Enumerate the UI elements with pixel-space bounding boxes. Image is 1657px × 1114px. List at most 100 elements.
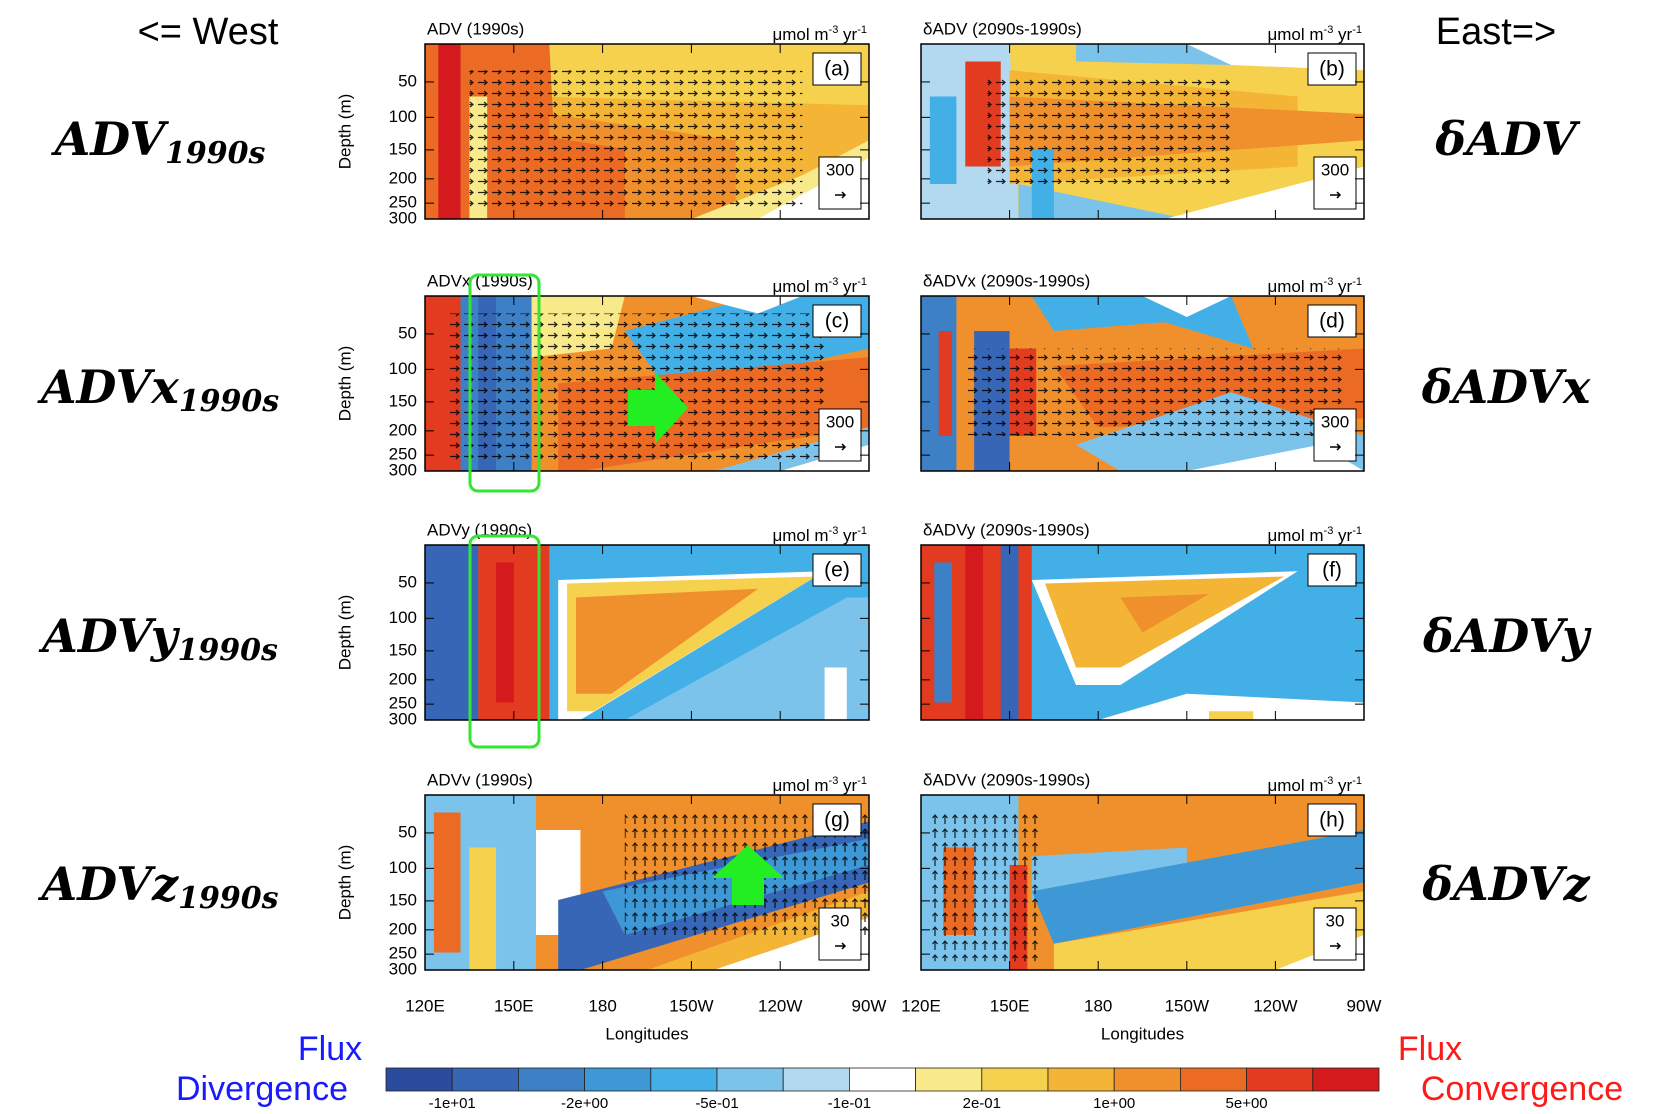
panel: ADVv (1990s) μmol m-3 yr-1 (g) 30 50 100 150 20…	[335, 770, 886, 1043]
ref-arrow	[835, 942, 847, 950]
highlight-box	[468, 534, 541, 749]
row-label-left: ADV1990s	[51, 112, 266, 171]
frame	[920, 544, 1365, 721]
units: μmol m-3 yr-1	[772, 775, 867, 796]
panel-tag: (a)	[824, 58, 850, 81]
field-region	[575, 588, 758, 694]
flux-right: Flux	[1398, 1030, 1462, 1068]
tag-box	[1307, 304, 1357, 338]
panel: δADVv (2090s-1990s) μmol m-3 yr-1 (h) 30 120…	[901, 770, 1381, 1043]
units-part: yr	[838, 25, 857, 44]
vectors	[447, 313, 825, 463]
depth-tick-label: 200	[389, 919, 417, 938]
units-part: -3	[829, 276, 839, 288]
units-part: yr	[1333, 277, 1352, 296]
depth-tick-label: 150	[389, 391, 417, 410]
units-part: -3	[1324, 775, 1334, 787]
field-region	[965, 545, 984, 720]
lon-tick-label: 150E	[494, 996, 534, 1015]
panel-tag: (f)	[1322, 559, 1342, 582]
field-region	[1018, 184, 1187, 219]
lon-tick-label: 180	[1084, 996, 1112, 1015]
tag-box	[812, 52, 862, 86]
depth-tick-label: 100	[389, 858, 417, 877]
depth-label: Depth (m)	[335, 94, 354, 170]
panel: ADVx (1990s) μmol m-3 yr-1(c)300501001502…	[335, 271, 870, 479]
units: μmol m-3 yr-1	[772, 525, 867, 546]
units: μmol m-3 yr-1	[772, 276, 867, 297]
frame	[424, 794, 870, 971]
units-part: yr	[1333, 526, 1352, 545]
depth-tick-label: 200	[389, 168, 417, 187]
ref-vector: 300	[1321, 160, 1349, 179]
panel-title: ADVv (1990s)	[427, 770, 533, 789]
units-part: μmol m	[772, 277, 828, 296]
lon-tick-label: 150W	[1165, 996, 1209, 1015]
field-region	[1142, 296, 1232, 317]
ref-arrow	[835, 191, 847, 199]
ref-arrow	[1330, 942, 1342, 950]
units-part: -3	[1324, 525, 1334, 537]
row-label-base: ADVy	[38, 609, 181, 663]
frame	[424, 544, 870, 721]
ref-arrow	[1330, 443, 1342, 451]
highlight-box	[468, 273, 541, 493]
colorbar-label: -1e-01	[828, 1095, 871, 1112]
depth-tick-label: 150	[389, 640, 417, 659]
depth-tick-label: 300	[389, 709, 417, 728]
ref-box	[1313, 156, 1357, 210]
units-part: μmol m	[1267, 776, 1323, 795]
tag-box	[1307, 553, 1357, 587]
depth-tick-label: 50	[398, 71, 417, 90]
depth-tick-label: 200	[389, 669, 417, 688]
ref-vector: 30	[831, 911, 850, 930]
row-label-sub: 1990s	[177, 633, 277, 668]
units-part: μmol m	[1267, 277, 1323, 296]
field-region	[624, 597, 869, 720]
row-label-right: δADVz	[1421, 857, 1590, 911]
units-part: μmol m	[772, 25, 828, 44]
colorbar-box	[451, 1067, 519, 1092]
units-part: -1	[1352, 276, 1362, 288]
field-region	[425, 545, 479, 720]
panel: δADVx (2090s-1990s) μmol m-3 yr-1 (d) 300	[920, 271, 1365, 472]
units-part: -1	[857, 525, 867, 537]
units: μmol m-3 yr-1	[1267, 775, 1362, 796]
colorbar-box	[1113, 1067, 1181, 1092]
depth-label: Depth (m)	[335, 595, 354, 671]
depth-tick-label: 50	[398, 323, 417, 342]
tag-box	[1307, 52, 1357, 86]
lon-tick-label: 150W	[669, 996, 713, 1015]
depth-label: Depth (m)	[335, 346, 354, 422]
lon-tick-label: 90W	[852, 996, 887, 1015]
flow-arrow	[712, 845, 784, 905]
units-part: μmol m	[772, 526, 828, 545]
field-region	[1031, 830, 1364, 944]
units-part: yr	[838, 526, 857, 545]
field-region	[929, 96, 957, 184]
panel-title: δADVy (2090s-1990s)	[923, 520, 1090, 539]
lon-tick-label: 180	[588, 996, 616, 1015]
panel: δADV (2090s-1990s) μmol m-3 yr-1 (b) 300	[920, 19, 1365, 220]
ref-arrow	[835, 443, 847, 451]
colorbar-label: -1e+01	[429, 1095, 476, 1112]
panel: δADVy (2090s-1990s) μmol m-3 yr-1 (f)	[920, 520, 1365, 721]
colorbar-box	[518, 1067, 586, 1092]
lon-tick-label: 120E	[901, 996, 941, 1015]
panel-tag: (c)	[825, 310, 850, 333]
field-region	[496, 562, 514, 703]
field-region	[934, 562, 953, 703]
depth-tick-label: 100	[389, 608, 417, 627]
panel-tag: (h)	[1319, 809, 1345, 832]
field-region	[1275, 935, 1364, 970]
colorbar-box	[385, 1067, 453, 1092]
flow-arrow	[628, 372, 688, 444]
depth-tick-label: 300	[389, 959, 417, 978]
lon-tick-label: 120E	[405, 996, 445, 1015]
panel-tag: (b)	[1319, 58, 1345, 81]
frame	[920, 794, 1365, 971]
colorbar-box	[584, 1067, 652, 1092]
tag-box	[812, 553, 862, 587]
colorbar-label: 5e+00	[1226, 1095, 1268, 1112]
